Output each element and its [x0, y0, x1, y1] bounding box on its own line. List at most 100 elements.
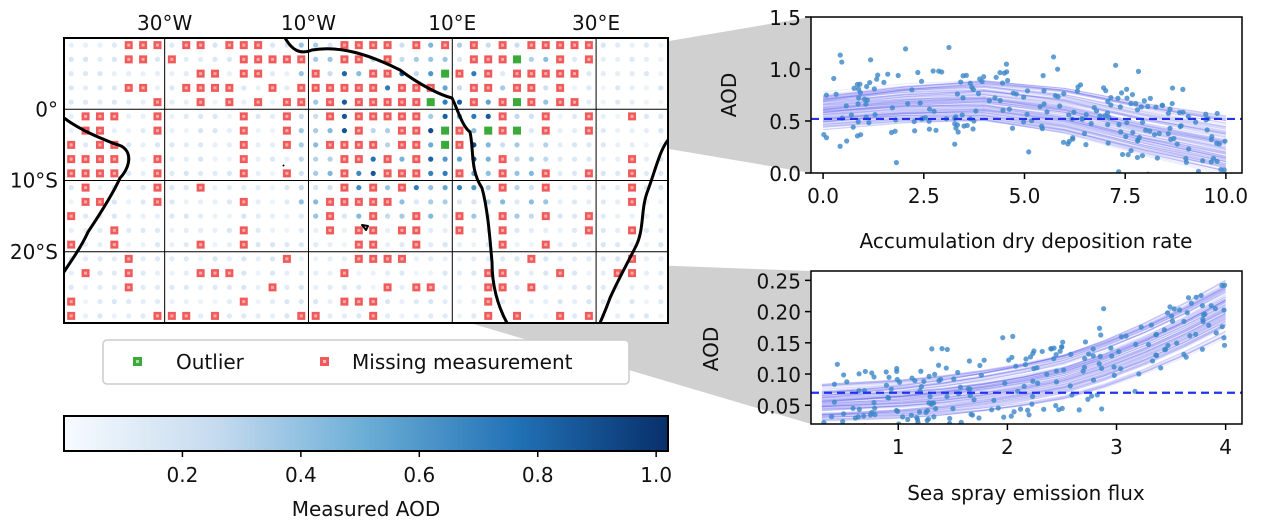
aod-cell: [571, 313, 578, 319]
sample-point: [957, 384, 964, 390]
aod-cell: [255, 256, 261, 262]
x-tick-label: 3: [1110, 435, 1123, 459]
aod-cell: [269, 213, 276, 219]
sample-line: [823, 93, 1226, 141]
sample-point: [1065, 141, 1071, 147]
aod-cell: [212, 256, 218, 262]
aod-cell: [212, 199, 218, 205]
sample-point: [1044, 371, 1050, 377]
sample-point: [939, 346, 945, 352]
aod-cell: [615, 213, 621, 219]
aod-cell: [600, 156, 606, 162]
sample-point: [912, 378, 918, 384]
aod-cell: [643, 227, 650, 233]
aod-cell: [485, 185, 491, 191]
aod-cell: [442, 156, 448, 162]
aod-cell: [428, 156, 434, 162]
aod-cell: [658, 313, 664, 319]
aod-cell: [183, 170, 189, 176]
sample-point: [1030, 350, 1036, 357]
sample-point: [929, 346, 935, 352]
aod-cell: [485, 170, 491, 176]
aod-cell: [169, 284, 175, 290]
aod-cell: [442, 313, 448, 319]
sample-point: [1105, 140, 1111, 146]
sample-line: [823, 84, 1226, 127]
sample-line: [823, 108, 1226, 155]
aod-cell: [255, 199, 261, 205]
aod-cell: [528, 270, 534, 276]
sample-point: [909, 87, 915, 93]
aod-cell: [255, 299, 261, 305]
aod-cell: [169, 270, 175, 276]
aod-cell: [456, 284, 463, 290]
bottom-plot: 1 2 3 4 0.05 0.10 0.15 0.20 0.25 Sea spray emiss…: [699, 269, 1243, 505]
aod-cell: [571, 128, 578, 134]
sample-point: [1219, 324, 1225, 330]
aod-cell: [298, 170, 304, 176]
aod-cell: [111, 85, 117, 91]
aod-cell: [600, 56, 606, 62]
sample-point: [1077, 82, 1084, 88]
sample-point: [1125, 152, 1131, 158]
sample-point: [1029, 401, 1035, 407]
sample-point: [1206, 322, 1212, 328]
aod-cell: [658, 56, 664, 62]
sample-point: [1158, 365, 1164, 371]
aod-cell: [485, 156, 491, 162]
sample-point: [872, 411, 878, 418]
aod-cell: [341, 256, 348, 262]
sample-point: [1060, 367, 1067, 373]
aod-cell: [471, 284, 477, 290]
sample-point: [1156, 130, 1162, 137]
aod-cell: [255, 270, 261, 276]
sample-point: [1083, 142, 1089, 148]
sample-point: [1088, 393, 1095, 399]
aod-cell: [557, 299, 563, 305]
sample-point: [1116, 349, 1122, 355]
sample-line: [823, 80, 1226, 117]
aod-cell: [169, 256, 175, 262]
aod-cell: [456, 85, 463, 91]
sample-point: [954, 91, 961, 97]
aod-cell: [255, 185, 261, 191]
aod-cell: [154, 56, 161, 62]
sample-point: [857, 89, 863, 96]
aod-cell: [269, 71, 276, 77]
aod-cell: [226, 156, 232, 162]
aod-cell: [212, 299, 218, 305]
sample-point: [924, 417, 930, 424]
aod-cell: [126, 170, 132, 176]
aod-cell: [68, 71, 74, 77]
sample-point: [1026, 149, 1032, 155]
sample-line: [823, 95, 1226, 142]
sample-line: [823, 82, 1226, 120]
y-tick-label: 0.0: [769, 162, 801, 186]
aod-cell: [629, 42, 635, 48]
sample-line: [821, 292, 1226, 390]
sample-point: [851, 85, 857, 91]
sample-point: [960, 95, 966, 101]
sample-point: [1117, 104, 1123, 110]
sample-point: [1214, 158, 1220, 164]
aod-cell: [615, 170, 621, 176]
sample-point: [1040, 73, 1046, 79]
sample-line: [823, 85, 1226, 132]
aod-cell: [226, 71, 232, 77]
aod-cell: [384, 213, 391, 219]
x-tick-label: 7.5: [1109, 184, 1141, 208]
aod-cell: [471, 185, 477, 191]
aod-cell: [169, 99, 175, 105]
sample-point: [1130, 129, 1136, 136]
aod-cell: [571, 156, 578, 162]
aod-cell: [198, 199, 204, 205]
aod-cell: [485, 199, 491, 205]
sample-point: [1039, 348, 1045, 355]
sample-point: [1138, 104, 1144, 110]
aod-cell: [255, 313, 261, 319]
aod-cell: [600, 99, 606, 105]
aod-cell: [471, 199, 477, 205]
sample-point: [1021, 383, 1027, 389]
aod-cell: [255, 227, 261, 233]
sample-line: [821, 317, 1226, 416]
